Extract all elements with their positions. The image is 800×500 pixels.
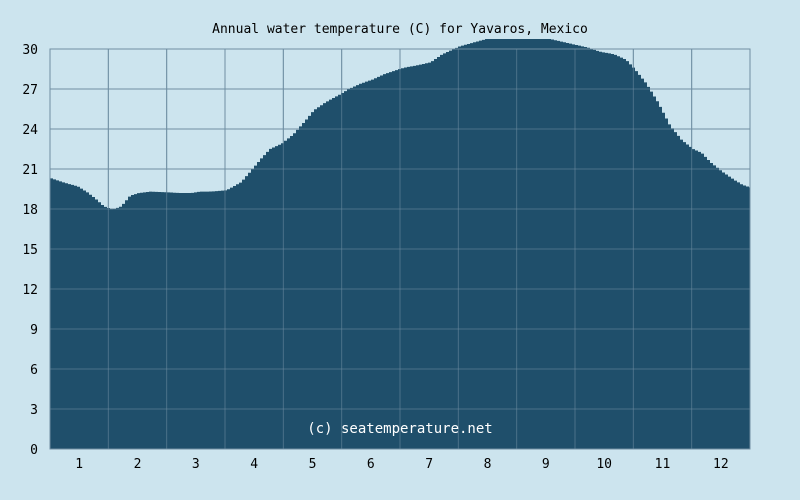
x-tick-label: 6 xyxy=(367,457,375,472)
y-tick-label: 6 xyxy=(30,363,38,378)
x-tick-label: 1 xyxy=(75,457,83,472)
x-axis-ticks: 1 2 3 4 5 6 7 8 9 10 11 12 xyxy=(75,457,728,472)
plot-frame xyxy=(49,48,751,450)
x-tick-label: 11 xyxy=(655,457,671,472)
y-tick-label: 30 xyxy=(22,43,38,58)
y-tick-label: 18 xyxy=(22,203,38,218)
y-tick-label: 27 xyxy=(22,83,38,98)
x-tick-label: 2 xyxy=(134,457,142,472)
x-tick-label: 7 xyxy=(425,457,433,472)
y-tick-label: 24 xyxy=(22,123,38,138)
watermark-credit: (c) seatemperature.net xyxy=(307,421,492,437)
y-tick-label: 9 xyxy=(30,323,38,338)
chart-title: Annual water temperature (C) for Yavaros… xyxy=(212,22,588,37)
grid-overlay xyxy=(50,48,750,450)
y-tick-label: 12 xyxy=(22,283,38,298)
y-axis-ticks: 0 3 6 9 12 15 18 21 24 27 30 xyxy=(22,43,38,458)
y-tick-label: 0 xyxy=(30,443,38,458)
x-tick-label: 10 xyxy=(596,457,612,472)
x-tick-label: 8 xyxy=(484,457,492,472)
x-tick-label: 4 xyxy=(250,457,258,472)
x-tick-label: 12 xyxy=(713,457,729,472)
y-tick-label: 21 xyxy=(22,163,38,178)
x-tick-label: 9 xyxy=(542,457,550,472)
y-tick-label: 15 xyxy=(22,243,38,258)
x-tick-label: 5 xyxy=(309,457,317,472)
x-tick-label: 3 xyxy=(192,457,200,472)
y-tick-label: 3 xyxy=(30,403,38,418)
